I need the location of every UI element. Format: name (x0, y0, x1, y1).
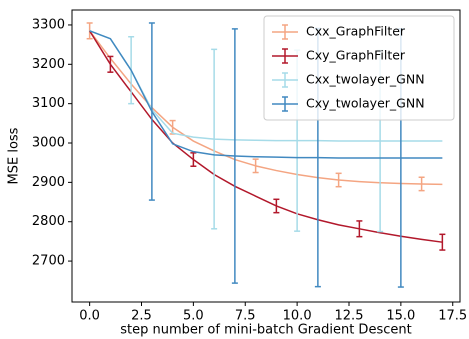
y-tick-label: 2700 (32, 254, 65, 269)
x-tick-label: 17.5 (438, 309, 467, 324)
error-bar (231, 28, 238, 284)
legend-icon (272, 72, 298, 88)
x-tick-label: 0.0 (79, 309, 100, 324)
legend-label: Cxy_GraphFilter (306, 48, 406, 63)
x-tick-label: 2.5 (131, 309, 152, 324)
x-tick-label: 12.5 (335, 309, 364, 324)
x-tick-label: 15.0 (386, 309, 415, 324)
y-tick-label: 3000 (32, 136, 65, 151)
legend-icon (272, 24, 298, 40)
legend-icon (272, 96, 298, 112)
x-tick-label: 5.0 (183, 309, 204, 324)
error-bar (107, 55, 114, 73)
y-tick-label: 3200 (32, 57, 65, 72)
x-tick-label: 7.5 (235, 309, 256, 324)
error-bar (190, 152, 197, 167)
error-bar (211, 48, 218, 230)
line (88, 30, 443, 243)
error-bar (418, 176, 425, 192)
error-bar (169, 119, 176, 135)
error-bar (356, 220, 363, 238)
error-bar (273, 198, 280, 214)
y-tick-label: 2800 (32, 214, 65, 229)
y-tick-label: 3300 (32, 17, 65, 32)
error-bar (439, 233, 446, 251)
line (89, 30, 443, 159)
error-bar (252, 158, 259, 174)
error-bar (148, 22, 155, 201)
x-axis-label: step number of mini-batch Gradient Desce… (120, 323, 411, 338)
error-bar (335, 172, 342, 188)
plot-frame (71, 9, 461, 303)
legend-label: Cxx_twolayer_GNN (306, 72, 425, 87)
legend-box (263, 15, 455, 121)
y-tick-label: 3100 (32, 96, 65, 111)
legend-label: Cxy_twolayer_GNN (306, 96, 425, 111)
x-tick-label: 10.0 (283, 309, 312, 324)
legend-label: Cxx_GraphFilter (306, 24, 406, 39)
legend-icon (272, 48, 298, 64)
legend: Cxx_GraphFilter Cxy_GraphFilter Cxx_twolay… (263, 15, 455, 121)
y-axis-label: MSE loss (7, 127, 22, 184)
y-tick-label: 2900 (32, 175, 65, 190)
